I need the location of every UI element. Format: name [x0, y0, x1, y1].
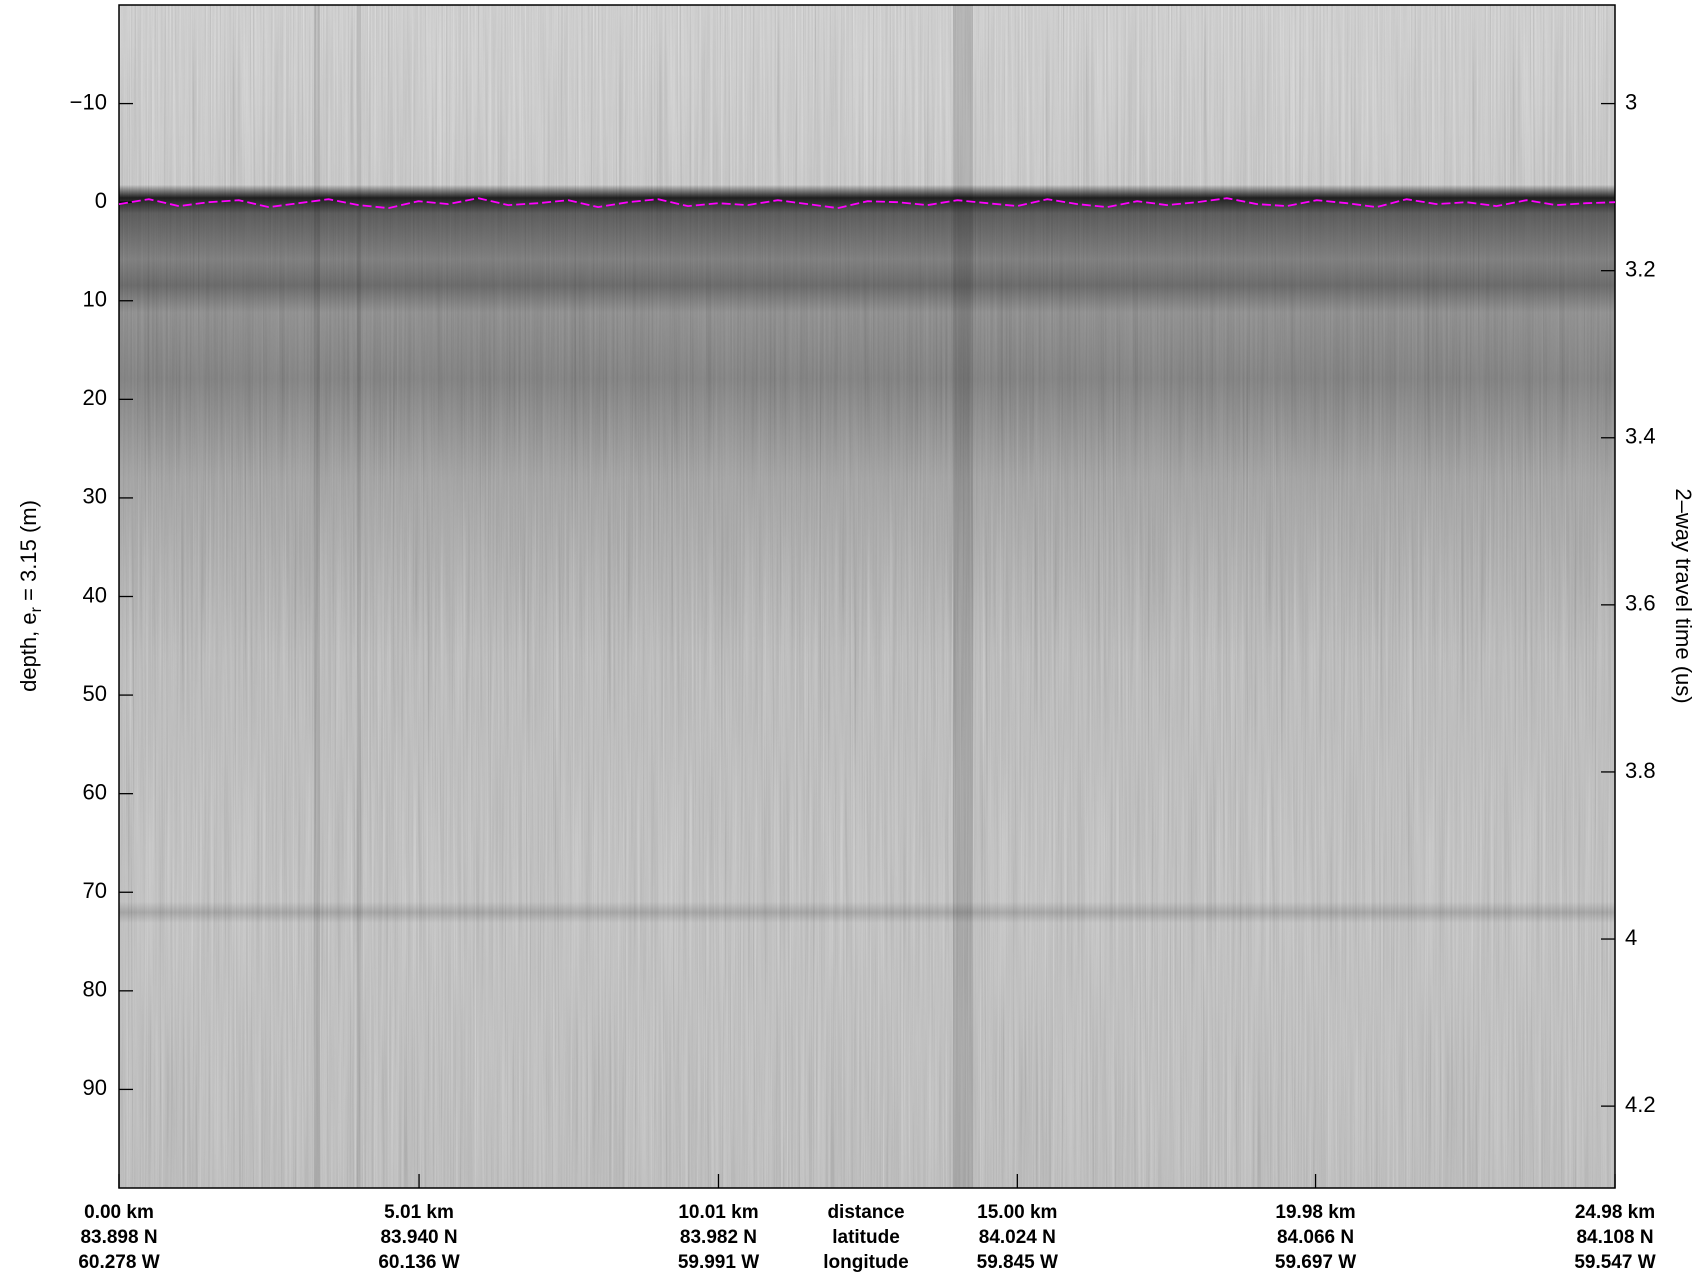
- latitude-label: 84.108 N: [1576, 1227, 1653, 1248]
- longitude-label: 60.278 W: [78, 1252, 159, 1272]
- x-tick-label: 24.98 km: [1575, 1202, 1655, 1223]
- y-tick-label: 70: [83, 878, 107, 903]
- latitude-label: 84.024 N: [979, 1227, 1056, 1248]
- y-tick-label: 90: [83, 1075, 107, 1100]
- x-tick-label: 15.00 km: [977, 1202, 1057, 1223]
- y-tick-label: 10: [83, 287, 107, 312]
- radargram-image: [119, 5, 1615, 1188]
- latitude-label: 83.982 N: [680, 1227, 757, 1248]
- x-tick-label: 19.98 km: [1275, 1202, 1355, 1223]
- y-tick-label: 60: [83, 779, 107, 804]
- pick-line: [118, 197, 1616, 210]
- y2-axis-title: 2–way travel time (us): [1671, 488, 1696, 703]
- x-tick-label: 5.01 km: [384, 1202, 454, 1223]
- y-tick-label: 80: [83, 977, 107, 1002]
- y2-tick-label: 3.2: [1625, 256, 1656, 281]
- y2-tick-label: 4.2: [1625, 1092, 1656, 1117]
- y-tick-label: 20: [83, 385, 107, 410]
- longitude-label: 59.697 W: [1275, 1252, 1356, 1272]
- y-tick-label: −10: [70, 89, 107, 114]
- y-tick-label: 40: [83, 582, 107, 607]
- longitude-label: 59.845 W: [977, 1252, 1058, 1272]
- y-axis-title: depth, er = 3.15 (m): [16, 500, 45, 692]
- x-tick-label: 10.01 km: [678, 1202, 758, 1223]
- row-label: longitude: [823, 1252, 908, 1272]
- latitude-label: 84.066 N: [1277, 1227, 1354, 1248]
- y-tick-label: 0: [95, 188, 107, 213]
- y2-tick-label: 3: [1625, 89, 1637, 114]
- row-label: latitude: [832, 1227, 900, 1248]
- y-tick-label: 30: [83, 484, 107, 509]
- y2-tick-label: 4: [1625, 925, 1637, 950]
- longitude-label: 59.991 W: [678, 1252, 759, 1272]
- latitude-label: 83.940 N: [380, 1227, 457, 1248]
- row-label: distance: [827, 1202, 904, 1223]
- y2-tick-label: 3.8: [1625, 758, 1656, 783]
- longitude-label: 59.547 W: [1574, 1252, 1655, 1272]
- y2-tick-label: 3.6: [1625, 591, 1656, 616]
- latitude-label: 83.898 N: [80, 1227, 157, 1248]
- y-tick-label: 50: [83, 681, 107, 706]
- longitude-label: 60.136 W: [378, 1252, 459, 1272]
- y2-tick-label: 3.4: [1625, 424, 1656, 449]
- x-tick-label: 0.00 km: [84, 1202, 154, 1223]
